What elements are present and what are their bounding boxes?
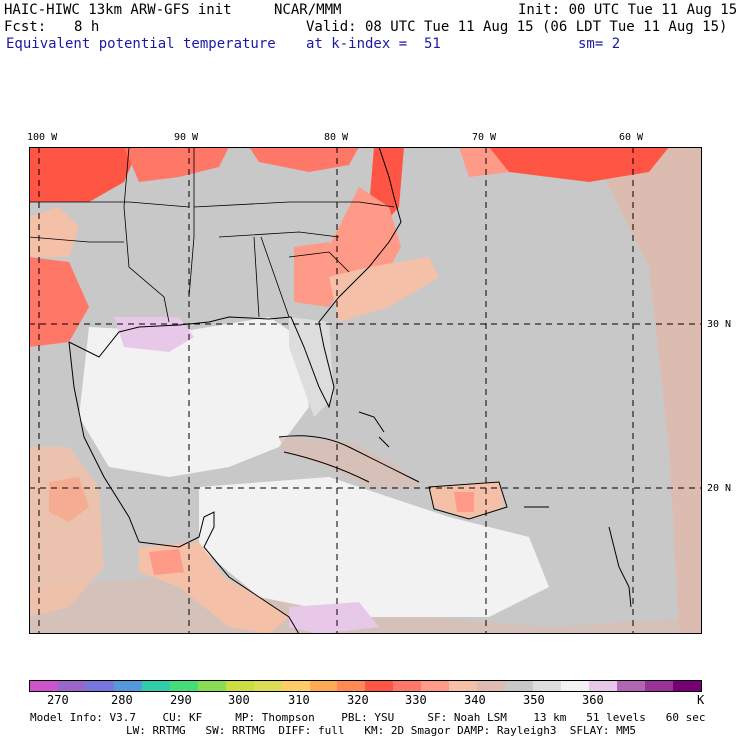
colorbar-cell	[589, 681, 618, 691]
colorbar-cell	[85, 681, 114, 691]
colorbar-cell	[617, 681, 645, 691]
colorbar-tick: 280	[111, 693, 133, 707]
state-borders	[29, 147, 395, 323]
colorbar-unit: K	[697, 693, 705, 707]
colorbar-cell	[225, 681, 254, 691]
colorbar-tick: 330	[405, 693, 427, 707]
colorbar-cell	[421, 681, 450, 691]
colorbar-cell	[477, 681, 506, 691]
warm-region	[479, 147, 669, 182]
level-info: at k-index = 51	[306, 36, 441, 52]
lon-label: 70 W	[472, 132, 497, 143]
colorbar-cell	[449, 681, 478, 691]
colorbar-tick: 340	[464, 693, 486, 707]
org-label: NCAR/MMM	[274, 2, 342, 18]
colorbar-cell	[393, 681, 422, 691]
colorbar-cell	[169, 681, 198, 691]
colorbar-tick: 320	[347, 693, 369, 707]
colorbar-tick: 290	[170, 693, 192, 707]
valid-time: Valid: 08 UTC Tue 11 Aug 15 (06 LDT Tue …	[306, 19, 728, 35]
lon-label: 90 W	[174, 132, 199, 143]
forecast-label: Fcst:	[4, 19, 47, 35]
colorbar-tick: 300	[228, 693, 250, 707]
field-name: Equivalent potential temperature	[6, 36, 276, 52]
colorbar-cell	[672, 681, 701, 691]
colorbar-cell	[533, 681, 562, 691]
colorbar-tick: 270	[47, 693, 69, 707]
model-info-line2: LW: RRTMG SW: RRTMG DIFF: full KM: 2D Sm…	[126, 724, 636, 737]
colorbar-cell	[57, 681, 86, 691]
lon-label: 100 W	[27, 132, 58, 143]
coastline	[68, 147, 632, 634]
theta-e-map	[29, 147, 702, 634]
colorbar-cell	[197, 681, 226, 691]
colorbar-tick: 310	[288, 693, 310, 707]
colorbar-cell	[337, 681, 366, 691]
colorbar-cell	[561, 681, 590, 691]
lon-label: 60 W	[619, 132, 644, 143]
graticule	[29, 147, 702, 634]
colorbar-cell	[644, 681, 673, 691]
colorbar-cell	[505, 681, 534, 691]
smoothing-info: sm= 2	[578, 36, 621, 52]
tan-region	[589, 147, 702, 634]
colorbar-cell	[253, 681, 282, 691]
lat-label: 20 N	[707, 483, 732, 494]
model-info-line1: Model Info: V3.7 CU: KF MP: Thompson PBL…	[30, 711, 706, 724]
colorbar-cell	[141, 681, 170, 691]
colorbar-tick: 360	[582, 693, 604, 707]
model-title: HAIC-HIWC 13km ARW-GFS init	[4, 2, 232, 18]
lon-label: 80 W	[324, 132, 349, 143]
colorbar-cell	[30, 681, 58, 691]
colorbar-cell	[281, 681, 310, 691]
colorbar-cell	[113, 681, 142, 691]
colorbar-tick: 350	[523, 693, 545, 707]
forecast-hour: 8 h	[74, 19, 100, 35]
colorbar	[29, 680, 702, 692]
warm-region	[29, 147, 139, 202]
gulf-region	[79, 317, 309, 477]
colorbar-cell	[365, 681, 394, 691]
lat-label: 30 N	[707, 319, 732, 330]
init-time: Init: 00 UTC Tue 11 Aug 15	[518, 2, 738, 18]
colorbar-cell	[309, 681, 338, 691]
